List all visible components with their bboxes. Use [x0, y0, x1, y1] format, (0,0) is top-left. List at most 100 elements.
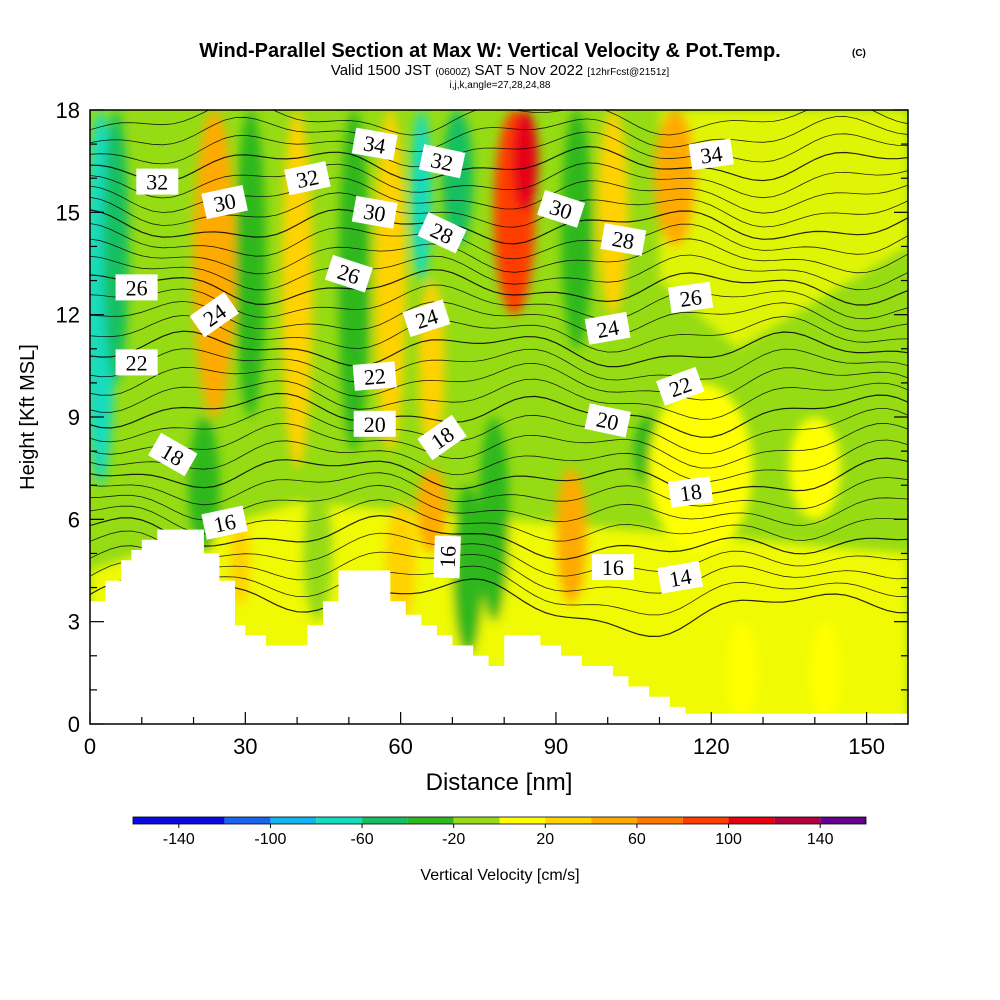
colorbar-tick-label: -20	[442, 831, 465, 848]
isentrope-line	[90, 145, 908, 183]
colorbar-bin	[591, 817, 637, 824]
subtitle-valid: Valid 1500 JST	[331, 62, 436, 79]
x-tick-label: 30	[233, 734, 257, 759]
y-tick-label: 0	[68, 712, 80, 737]
contour-label-text: 30	[211, 188, 238, 217]
isentrope-line	[90, 162, 908, 199]
isentrope-line	[90, 514, 908, 560]
colorbar-tick-label: -140	[163, 831, 195, 848]
isentrope-line	[90, 238, 908, 275]
y-tick-label: 12	[56, 303, 80, 328]
ww-cell	[561, 110, 593, 349]
colorbar-tick-label: 100	[715, 831, 742, 848]
colorbar-bin	[499, 817, 546, 824]
contour-label: 16	[433, 535, 461, 579]
contour-label: 32	[136, 168, 179, 195]
subtitle-fcst: [12hrFcst@2151z]	[587, 67, 669, 78]
isentrope-line	[90, 269, 908, 306]
ww-cell	[193, 110, 235, 417]
contour-label: 18	[667, 476, 714, 508]
contour-label-box	[417, 212, 467, 254]
colorbar-bin	[453, 817, 500, 824]
y-axis: 0 3 6 9 12 15 18	[56, 98, 908, 737]
colorbar-tick-label: 140	[807, 831, 834, 848]
isentrope-line	[90, 439, 908, 482]
contour-label: 34	[351, 127, 398, 161]
contour-label-box	[136, 168, 179, 195]
contour-label-text: 16	[435, 545, 461, 568]
x-tick-label: 90	[544, 734, 568, 759]
chart-title: Wind-Parallel Section at Max W: Vertical…	[199, 40, 780, 62]
ww-cell	[302, 485, 334, 622]
ww-cell	[511, 110, 538, 213]
contour-label: 26	[115, 274, 158, 301]
y-tick-label: 6	[68, 507, 80, 532]
ww-cell	[374, 110, 406, 452]
isentrope-line	[90, 131, 908, 168]
contour-label-text: 22	[126, 350, 148, 375]
contour-label-text: 32	[146, 170, 168, 195]
colorbar-tick-label: -60	[351, 831, 374, 848]
contour-label: 30	[351, 195, 398, 229]
x-tick-label: 120	[693, 734, 730, 759]
chart-subtitle-indices: i,j,k,angle=27,28,24,88	[450, 80, 551, 91]
colorbar-tick-label: 20	[536, 831, 554, 848]
contour-label-text: 24	[595, 315, 621, 343]
contour-label: 34	[688, 138, 734, 171]
contour-label: 32	[284, 161, 331, 196]
contour-label-text: 26	[678, 284, 703, 312]
isentrope-line	[90, 116, 908, 153]
isentrope-line	[90, 362, 908, 401]
contour-label-box	[115, 349, 158, 376]
colorbar-bin	[270, 817, 317, 824]
contour-label: 32	[418, 144, 466, 179]
contour-label-box	[537, 190, 586, 228]
colorbar-bin	[820, 817, 866, 824]
isentrope-line	[90, 378, 908, 420]
isentrope-line	[90, 254, 908, 291]
chart-subtitle: Valid 1500 JST (0600Z) SAT 5 Nov 2022 [1…	[331, 62, 670, 79]
x-axis: 0 30 60 90 120 150	[84, 712, 885, 759]
x-axis-label: Distance [nm]	[426, 769, 573, 796]
colorbar-bin	[362, 817, 408, 824]
terrain-mask	[90, 529, 908, 724]
ww-cell	[597, 110, 629, 315]
subtitle-date: SAT 5 Nov 2022	[470, 62, 587, 79]
chart-title-mark: (C)	[852, 48, 866, 59]
colorbar-tick-label: 60	[628, 831, 646, 848]
x-tick-label: 150	[848, 734, 885, 759]
contour-label-box	[284, 161, 331, 196]
contour-label-box	[433, 535, 461, 579]
contour-label-box	[584, 403, 631, 438]
y-axis-label: Height [Kft MSL]	[17, 344, 39, 490]
contour-label-box	[402, 299, 451, 337]
contour-label-text: 16	[602, 555, 624, 580]
contour-label-box	[667, 281, 714, 314]
contour-label-box	[201, 505, 248, 540]
isentrope-line	[90, 561, 908, 616]
colorbar: -140 -100 -60 -20 20 60 100 140	[132, 816, 867, 848]
x-tick-label: 60	[388, 734, 412, 759]
contour-label-text: 18	[678, 479, 703, 507]
contour-label-text: 30	[362, 199, 388, 227]
isentrope-line	[90, 530, 908, 577]
ww-cell	[788, 417, 841, 520]
isentrope-line	[90, 392, 908, 438]
colorbar-bin	[636, 817, 683, 824]
isentrope-line	[90, 348, 908, 383]
contour-label-text: 22	[363, 363, 387, 390]
colorbar-bin	[774, 817, 821, 824]
x-tick-label: 0	[84, 734, 96, 759]
contour-label: 16	[591, 554, 634, 581]
contour-label-text: 16	[211, 509, 238, 538]
contour-label-box	[600, 223, 647, 257]
contour-label: 22	[656, 366, 705, 406]
isentrope-line	[90, 457, 908, 495]
contour-label-box	[591, 554, 634, 581]
contour-label: 20	[584, 403, 631, 438]
contour-label-text: 26	[126, 275, 148, 300]
contour-label-box	[324, 254, 373, 293]
colorbar-bin	[316, 817, 363, 824]
